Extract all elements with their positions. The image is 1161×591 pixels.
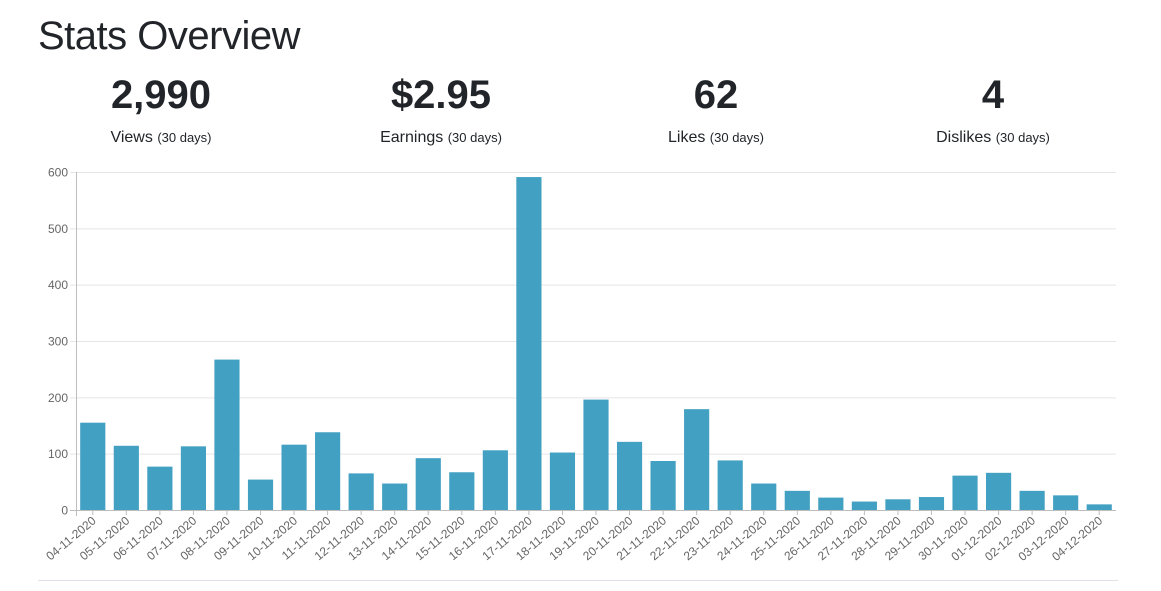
- bar-20-11-2020: [616, 441, 643, 510]
- likes-value: 62: [693, 73, 739, 117]
- y-tick-label: 0: [61, 504, 68, 518]
- bar-04-11-2020: [80, 422, 106, 510]
- bar-02-12-2020: [1019, 490, 1045, 510]
- bar-01-12-2020: [986, 472, 1012, 510]
- bar-19-11-2020: [583, 399, 609, 510]
- views-value: 2,990: [110, 73, 212, 117]
- bar-28-11-2020: [885, 499, 911, 510]
- y-tick-label: 500: [48, 222, 68, 236]
- bar-07-11-2020: [180, 446, 206, 510]
- likes-stat: 62 Likes (30 days): [581, 70, 851, 148]
- likes-label-text: Likes: [667, 129, 706, 146]
- bars: [80, 177, 1112, 510]
- dislikes-period: (30 days): [995, 130, 1050, 145]
- dislikes-label-text: Dislikes: [936, 129, 992, 146]
- page-title: Stats Overview: [38, 14, 300, 58]
- bar-chart-svg: 0 100 200 300 400 500 600 04-11-202005-11-2020…: [43, 166, 1116, 564]
- bar-05-11-2020: [113, 445, 139, 510]
- dislikes-stat: 4 Dislikes (30 days): [858, 70, 1128, 148]
- y-tick-label: 100: [48, 447, 68, 461]
- earnings-label: Earnings (30 days): [306, 128, 576, 148]
- bar-11-11-2020: [315, 432, 341, 510]
- y-tick-label: 200: [48, 391, 68, 405]
- bar-04-12-2020: [1086, 504, 1112, 510]
- bar-27-11-2020: [851, 501, 877, 510]
- bar-10-11-2020: [281, 444, 307, 510]
- bar-08-11-2020: [214, 359, 240, 510]
- dislikes-value: 4: [981, 73, 1005, 117]
- bar-06-11-2020: [147, 466, 173, 510]
- bar-03-12-2020: [1053, 495, 1079, 510]
- dislikes-label: Dislikes (30 days): [858, 128, 1128, 148]
- earnings-value: $2.95: [390, 73, 492, 117]
- bar-12-11-2020: [348, 473, 374, 510]
- y-tick-label: 300: [48, 335, 68, 349]
- y-axis-ticks: 0 100 200 300 400 500 600: [48, 166, 68, 518]
- y-tick-label: 600: [48, 166, 68, 180]
- bar-14-11-2020: [415, 458, 441, 510]
- views-bar-chart: 0 100 200 300 400 500 600 04-11-2020 05-11-2020…: [0, 160, 1161, 580]
- likes-period: (30 days): [709, 130, 764, 145]
- y-tick-label: 400: [48, 278, 68, 292]
- bar-29-11-2020: [918, 497, 945, 510]
- views-label: Views (30 days): [26, 128, 296, 148]
- bar-22-11-2020: [684, 409, 710, 510]
- bar-17-11-2020: [516, 177, 542, 510]
- bottom-divider: [38, 580, 1118, 581]
- bar-23-11-2020: [717, 460, 743, 510]
- bar-13-11-2020: [382, 483, 408, 510]
- earnings-stat: $2.95 Earnings (30 days): [306, 70, 576, 148]
- bar-24-11-2020: [751, 483, 777, 510]
- grid-lines: [70, 172, 1116, 516]
- bar-16-11-2020: [482, 450, 508, 510]
- views-stat: 2,990 Views (30 days): [26, 70, 296, 148]
- stats-summary: 2,990 Views (30 days) $2.95 Earnings (30…: [26, 70, 1126, 160]
- bar-30-11-2020: [952, 475, 978, 510]
- x-axis-ticks: 04-11-202005-11-202006-11-202007-11-2020…: [43, 510, 1105, 564]
- bar-26-11-2020: [818, 497, 844, 510]
- likes-label: Likes (30 days): [581, 128, 851, 148]
- earnings-period: (30 days): [447, 130, 502, 145]
- bar-09-11-2020: [247, 479, 274, 510]
- bar-25-11-2020: [784, 490, 810, 510]
- earnings-label-text: Earnings: [380, 129, 444, 146]
- views-period: (30 days): [157, 130, 212, 145]
- bar-18-11-2020: [549, 452, 576, 510]
- bar-15-11-2020: [449, 472, 475, 510]
- views-label-text: Views: [110, 129, 153, 146]
- bar-21-11-2020: [650, 460, 676, 510]
